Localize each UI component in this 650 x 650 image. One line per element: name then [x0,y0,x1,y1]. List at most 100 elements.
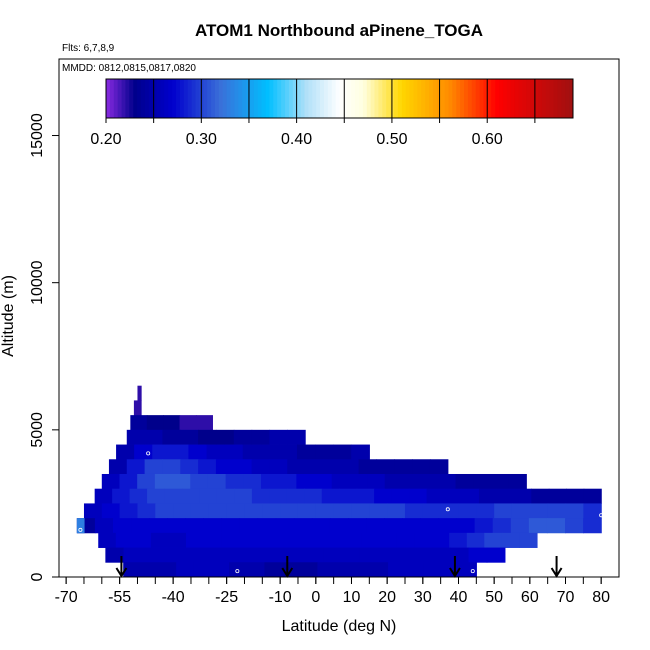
heatmap-cell [208,503,228,519]
colorbar-segment [456,79,461,118]
colorbar-segment [137,79,142,118]
colorbar-segment [172,79,177,118]
colorbar-segment [261,79,267,118]
heatmap-cell [315,503,335,519]
heatmap-cell [341,547,361,563]
colorbar-segment [378,79,383,118]
colorbar-segment [464,79,469,118]
heatmap-cell [296,473,315,490]
heatmap-cell [335,562,354,578]
heatmap-cell [565,503,584,519]
colorbar-segment [479,79,484,118]
colorbar-segment [148,79,154,118]
heatmap-cell [461,488,480,504]
heatmap-cell [162,459,181,475]
colorbar-segment [296,79,302,118]
heatmap-cell [188,444,208,460]
heatmap-cell [215,459,235,475]
colorbar-segment [121,79,126,118]
heatmap-cell [123,547,143,563]
heatmap-cell [257,518,277,534]
colorbar-segment [522,79,527,118]
heatmap-cell [333,444,352,460]
y-tick-label: 5000 [29,412,46,448]
sample-marker [235,569,240,574]
heatmap-cell [159,547,179,563]
heatmap-cell [144,429,164,445]
heatmap-cell [176,562,195,578]
heatmap-cell [333,503,353,519]
heatmap-cell [164,488,183,504]
x-axis-label: Latitude (deg N) [282,618,397,635]
heatmap-cell [137,385,142,401]
colorbar-segment [327,79,333,118]
colorbar-segment [436,79,442,118]
heatmap-cell [299,562,319,578]
heatmap-cell [101,503,121,519]
heatmap-cell [172,473,191,490]
heatmap-cell [351,503,370,519]
heatmap-cell [305,459,324,475]
heatmap-cell [198,459,217,475]
colorbar-segment [265,79,270,118]
colorbar-segment [358,79,364,118]
sample-marker [599,477,604,482]
heatmap-cell [473,473,492,490]
colorbar-segment [226,79,232,118]
heatmap-cell [278,473,297,490]
heatmap-cell [144,459,164,475]
heatmap-cell [420,473,439,490]
x-tick-label: 60 [521,589,539,606]
heatmap-cell [133,532,152,548]
heatmap-cell [269,488,288,504]
colorbar-segment [499,79,504,118]
colorbar-segment [331,79,337,118]
heatmap-cell [140,562,160,578]
colorbar-segment [164,79,169,118]
heatmap-cell [155,503,174,519]
colorbar-segment [405,79,411,118]
heatmap-cell [351,444,370,460]
colorbar-segment [366,79,372,118]
heatmap-cell [376,459,395,475]
heatmap-cell [511,503,531,519]
colorbar-segment [351,79,356,118]
y-axis-label: Altitude (m) [0,275,17,357]
colorbar-segment [553,79,558,118]
colorbar-segment [312,79,317,118]
colorbar-tick-label: 0.40 [281,131,312,148]
colorbar-segment [234,79,239,118]
heatmap-cell [422,503,442,519]
heatmap-cell [414,532,433,548]
colorbar-segment [530,79,535,118]
heatmap-cell [150,532,170,548]
heatmap-cell [196,547,215,563]
heatmap-cell [356,488,375,504]
x-tick-label: -70 [55,589,78,606]
colorbar-segment [393,79,399,118]
heatmap-cell [269,459,288,475]
heatmap-cell [190,473,209,490]
heatmap-cell [420,518,440,534]
sample-marker [470,569,475,574]
heatmap-cell [126,429,146,445]
heatmap-cell [146,415,164,431]
colorbar-segment [253,79,259,118]
heatmap-cell [468,547,488,563]
colorbar-segment [320,79,325,118]
colorbar-segment [242,79,247,118]
heatmap-cell [112,488,131,504]
heatmap-cell [352,562,371,578]
colorbar-segment [195,79,200,118]
colorbar-segment [117,79,123,118]
colorbar: 0.20 0.30 0.40 0.50 0.60 [90,78,574,148]
heatmap-cell [387,503,406,519]
colorbar-segment [238,79,243,118]
heatmap-cell [269,429,288,445]
colorbar-segment [106,79,111,118]
heatmap-cell [246,562,266,578]
heatmap-cell [492,518,512,534]
heatmap-cell [426,488,445,504]
heatmap-cell [486,547,506,563]
colorbar-segment [495,79,500,118]
